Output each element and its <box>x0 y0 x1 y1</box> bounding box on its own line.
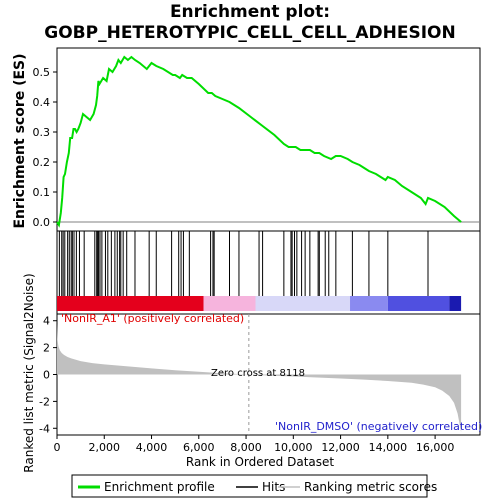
color-band-segment <box>57 296 204 311</box>
positive-correlation-label: 'NonIR_A1' (positively correlated) <box>61 312 244 325</box>
enrichment-panel-frame <box>56 47 481 232</box>
xtick-label: 6,000 <box>183 441 215 454</box>
enrichment-ytick-label: 0.4 <box>33 96 51 109</box>
xtick-label: 4,000 <box>136 441 168 454</box>
metric-ytick-label: 4 <box>43 315 50 328</box>
color-band-segment <box>387 296 450 311</box>
metric-y-axis: -4 -2 0 2 4 <box>39 315 57 435</box>
enrichment-y-axis: 0.0 0.1 0.2 0.3 0.4 0.5 <box>33 66 57 229</box>
legend-hits-label: Hits <box>262 480 285 494</box>
ranking-metric-group <box>57 314 462 435</box>
enrichment-ytick-label: 0.5 <box>33 66 51 79</box>
chart-title-line2: GOBP_HETEROTYPIC_CELL_CELL_ADHESION <box>44 23 455 43</box>
metric-ytick-label: -4 <box>39 422 50 435</box>
x-axis: 0 2,000 4,000 6,000 8,000 10,000 12,000 14,000 1… <box>54 435 455 454</box>
enrichment-ytick-label: 0.2 <box>33 156 51 169</box>
legend-enrichment-label: Enrichment profile <box>104 480 215 494</box>
color-band-segment <box>350 296 388 311</box>
xtick-label: 8,000 <box>230 441 262 454</box>
enrichment-ytick-label: 0.0 <box>33 216 51 229</box>
metric-ytick-label: 0 <box>43 369 50 382</box>
metric-ytick-label: -2 <box>39 395 50 408</box>
hit-markers-group <box>58 231 429 296</box>
chart-title-line1: Enrichment plot: <box>170 2 330 22</box>
zero-cross-label: Zero cross at 8118 <box>211 368 305 379</box>
enrichment-profile-group <box>56 55 462 228</box>
ranking-metric-area-0 <box>57 323 462 433</box>
legend-box <box>71 474 428 498</box>
xtick-label: 10,000 <box>274 441 313 454</box>
enrichment-y-axis-title: Enrichment score (ES) <box>12 53 28 228</box>
legend-metric-label: Ranking metric scores <box>304 480 437 494</box>
enrichment-ytick-label: 0.1 <box>33 186 51 199</box>
xtick-label: 14,000 <box>369 441 408 454</box>
enrichment-ytick-label: 0.3 <box>33 126 51 139</box>
color-band-segment <box>203 296 256 311</box>
negative-correlation-label: 'NonIR_DMSO' (negatively correlated) <box>275 420 482 433</box>
xtick-label: 12,000 <box>321 441 360 454</box>
color-band-segment <box>255 296 351 311</box>
enrichment-profile-line-0 <box>56 55 462 228</box>
metric-y-axis-title: Ranked list metric (Signal2Noise) <box>22 273 36 472</box>
color-band-segment <box>449 296 462 311</box>
xtick-label: 2,000 <box>89 441 121 454</box>
metric-ytick-label: 2 <box>43 342 50 355</box>
xtick-label: 16,000 <box>416 441 455 454</box>
x-axis-title: Rank in Ordered Dataset <box>186 455 334 469</box>
color-band-group <box>57 296 462 311</box>
xtick-label: 0 <box>54 441 61 454</box>
